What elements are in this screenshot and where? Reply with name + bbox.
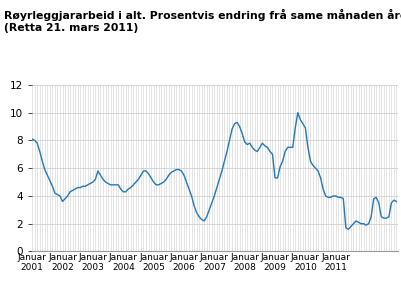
Text: Røyrleggjararbeid i alt. Prosentvis endring frå same månaden året før
(Retta 21.: Røyrleggjararbeid i alt. Prosentvis endr… — [4, 9, 401, 33]
